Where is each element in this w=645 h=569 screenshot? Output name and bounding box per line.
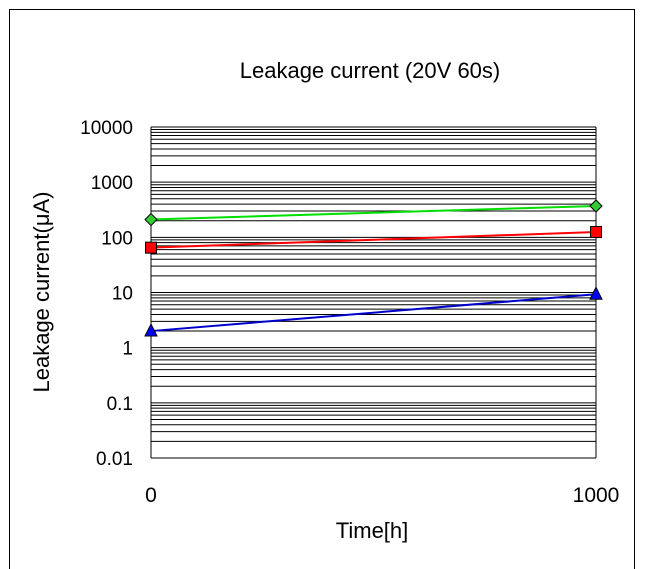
y-tick-label: 100 [101, 228, 133, 249]
chart-frame [9, 9, 635, 569]
chart-title: Leakage current (20V 60s) [240, 58, 501, 83]
y-tick-label: 10 [112, 284, 133, 305]
x-axis-label: Time[h] [336, 518, 409, 543]
y-tick-label: 10000 [80, 118, 133, 139]
grid-lines [151, 126, 596, 459]
data-point-triangle [589, 286, 603, 300]
series-group [144, 199, 603, 337]
data-point-square [145, 241, 157, 254]
series-line [150, 230, 597, 249]
x-tick-label: 0 [145, 484, 157, 507]
data-point-diamond [589, 199, 603, 213]
y-axis-ticks: 10000 1000 100 10 1 0.1 0.01 [80, 118, 133, 470]
y-axis-label: Leakage current(μA) [29, 192, 54, 393]
y-tick-label: 0.1 [107, 394, 133, 415]
data-point-diamond [144, 212, 158, 227]
y-tick-label: 1000 [91, 173, 133, 194]
x-axis-ticks: 0 1000 [145, 484, 619, 507]
y-tick-label: 1 [122, 339, 133, 360]
y-tick-label: 0.01 [96, 449, 133, 470]
series-line [150, 293, 597, 333]
x-tick-label: 1000 [573, 484, 620, 507]
data-point-square [590, 225, 602, 238]
data-point-triangle [144, 322, 158, 337]
series-line [150, 204, 597, 221]
